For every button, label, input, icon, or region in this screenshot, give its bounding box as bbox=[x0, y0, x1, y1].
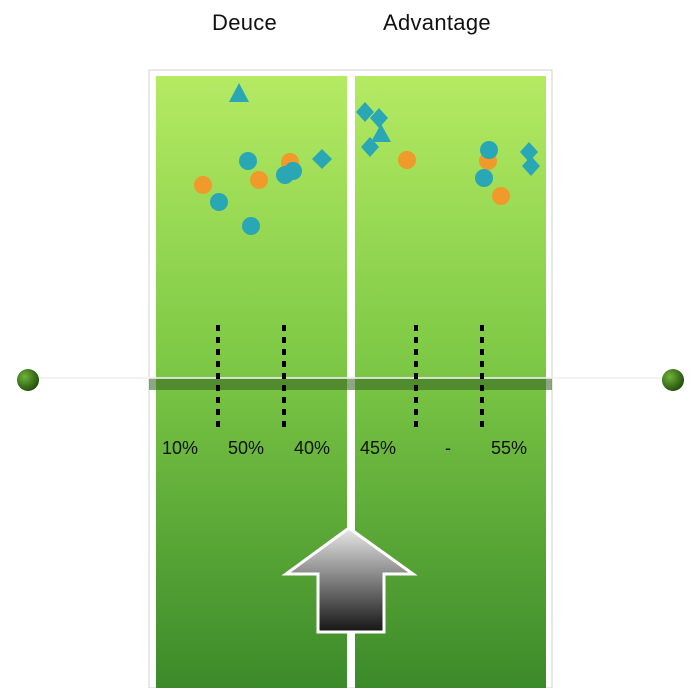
teal-circle-marker bbox=[239, 152, 257, 170]
up-arrow-icon bbox=[281, 526, 418, 634]
teal-triangle-marker bbox=[229, 83, 249, 102]
net-post-left bbox=[17, 369, 39, 391]
teal-circle-marker bbox=[475, 169, 493, 187]
shot-markers bbox=[194, 83, 540, 235]
deuce-header: Deuce bbox=[212, 10, 278, 35]
orange-circle-marker bbox=[398, 151, 416, 169]
deuce-pct-wide: 10% bbox=[162, 438, 199, 458]
teal-diamond-marker bbox=[522, 156, 540, 176]
advantage-header: Advantage bbox=[383, 10, 491, 35]
teal-circle-marker bbox=[284, 162, 302, 180]
orange-circle-marker bbox=[492, 187, 510, 205]
zone-dividers bbox=[216, 325, 484, 430]
teal-diamond-marker bbox=[312, 149, 332, 169]
deuce-pct-t: 40% bbox=[294, 438, 331, 458]
orange-circle-marker bbox=[250, 171, 268, 189]
teal-diamond-marker bbox=[356, 102, 374, 122]
teal-diamond-marker bbox=[361, 137, 379, 157]
teal-diamond-marker bbox=[370, 108, 388, 128]
advantage-pct-body: - bbox=[445, 438, 451, 458]
advantage-pct-wide: 55% bbox=[491, 438, 528, 458]
deuce-pct-body: 50% bbox=[228, 438, 265, 458]
teal-circle-marker bbox=[480, 141, 498, 159]
teal-circle-marker bbox=[210, 193, 228, 211]
teal-circle-marker bbox=[242, 217, 260, 235]
net-post-right bbox=[662, 369, 684, 391]
teal-triangle-marker bbox=[371, 124, 391, 142]
advantage-pct-t: 45% bbox=[360, 438, 397, 458]
orange-circle-marker bbox=[194, 176, 212, 194]
teal-diamond-marker bbox=[520, 142, 538, 162]
